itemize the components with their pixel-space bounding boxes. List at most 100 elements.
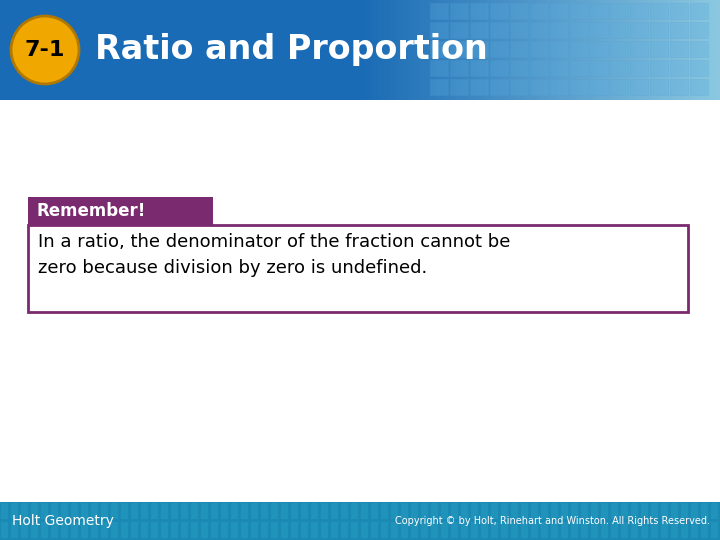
Bar (5, 0, 7, 100)
Bar (610, 79, 628, 95)
Bar (117, 0, 120, 100)
Bar (276, 0, 279, 100)
Bar (180, 0, 182, 100)
Bar (403, 0, 405, 100)
Bar (468, 0, 470, 100)
Bar (411, 522, 418, 538)
Bar (648, 0, 650, 100)
Bar (475, 0, 477, 100)
Bar (382, 0, 384, 100)
Bar (530, 60, 548, 76)
Bar (317, 0, 319, 100)
Bar (411, 503, 418, 519)
Text: Holt Geometry: Holt Geometry (12, 514, 114, 528)
Bar (570, 3, 588, 19)
Bar (271, 503, 278, 519)
Bar (547, 0, 549, 100)
Bar (646, 0, 648, 100)
Bar (291, 522, 298, 538)
Bar (561, 503, 568, 519)
Bar (111, 522, 118, 538)
Bar (461, 522, 468, 538)
Bar (528, 0, 531, 100)
Bar (71, 522, 78, 538)
Bar (461, 503, 468, 519)
Bar (161, 522, 168, 538)
Bar (326, 0, 329, 100)
Bar (583, 0, 585, 100)
Bar (199, 0, 202, 100)
Bar (125, 0, 127, 100)
Bar (341, 522, 348, 538)
Bar (315, 0, 317, 100)
Bar (22, 0, 24, 100)
Bar (595, 0, 598, 100)
Bar (626, 0, 629, 100)
Bar (48, 0, 50, 100)
Bar (681, 522, 688, 538)
Bar (24, 0, 27, 100)
Bar (559, 0, 562, 100)
Bar (454, 0, 456, 100)
Bar (653, 0, 655, 100)
Bar (511, 503, 518, 519)
Bar (451, 503, 458, 519)
Bar (655, 0, 657, 100)
Bar (485, 0, 487, 100)
Bar (610, 41, 628, 57)
Bar (141, 503, 148, 519)
Bar (89, 0, 91, 100)
Bar (570, 41, 588, 57)
Bar (686, 0, 689, 100)
Bar (171, 503, 178, 519)
Bar (297, 0, 300, 100)
Bar (401, 522, 408, 538)
Bar (341, 0, 343, 100)
Bar (459, 0, 461, 100)
Bar (261, 522, 268, 538)
Bar (257, 0, 259, 100)
Bar (430, 3, 448, 19)
Bar (192, 0, 194, 100)
Bar (396, 0, 398, 100)
Bar (691, 522, 698, 538)
Bar (142, 0, 144, 100)
Bar (510, 41, 528, 57)
Bar (502, 0, 504, 100)
Bar (571, 522, 578, 538)
Bar (690, 3, 708, 19)
Bar (293, 0, 295, 100)
Bar (221, 0, 223, 100)
Bar (427, 0, 430, 100)
Bar (677, 0, 679, 100)
Bar (662, 0, 665, 100)
Bar (711, 0, 713, 100)
Bar (36, 0, 38, 100)
Bar (650, 22, 668, 38)
Bar (675, 0, 677, 100)
Bar (624, 0, 626, 100)
Bar (713, 0, 715, 100)
Bar (324, 0, 326, 100)
Bar (51, 503, 58, 519)
Bar (241, 522, 248, 538)
Bar (490, 41, 508, 57)
Bar (631, 522, 638, 538)
Bar (161, 0, 163, 100)
Bar (691, 503, 698, 519)
Bar (671, 522, 678, 538)
Bar (387, 0, 389, 100)
Bar (540, 0, 542, 100)
Bar (650, 3, 668, 19)
Bar (551, 503, 558, 519)
Bar (450, 41, 468, 57)
Bar (171, 0, 173, 100)
Bar (361, 503, 368, 519)
Bar (550, 60, 568, 76)
Bar (651, 522, 658, 538)
Bar (477, 0, 480, 100)
Bar (27, 0, 29, 100)
Bar (70, 0, 72, 100)
Bar (360, 0, 362, 100)
Bar (542, 0, 545, 100)
